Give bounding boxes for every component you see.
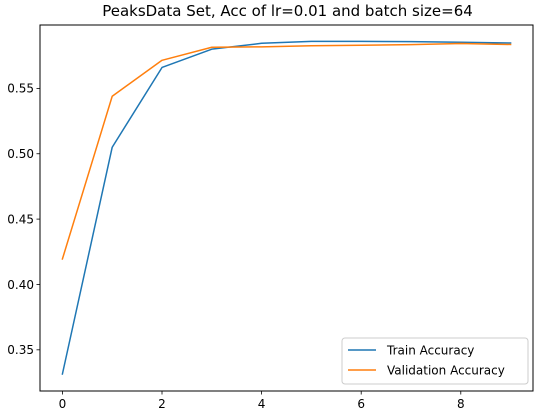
chart-title: PeaksData Set, Acc of lr=0.01 and batch … — [102, 2, 473, 20]
y-tick-label: 0.40 — [7, 278, 34, 292]
x-tick-label: 0 — [59, 397, 67, 411]
legend-label-0: Train Accuracy — [386, 343, 474, 357]
y-tick-label: 0.45 — [7, 212, 34, 226]
legend-box — [341, 337, 529, 385]
plot-area — [61, 40, 512, 375]
x-tick-label: 4 — [258, 397, 266, 411]
series-line-0 — [61, 40, 512, 375]
axes-frame — [39, 24, 534, 392]
y-tick-label: 0.55 — [7, 82, 34, 96]
y-tick-label: 0.35 — [7, 343, 34, 357]
y-tick-label: 0.50 — [7, 147, 34, 161]
x-tick-label: 8 — [457, 397, 465, 411]
x-tick-label: 2 — [158, 397, 166, 411]
legend-label-1: Validation Accuracy — [387, 363, 505, 377]
axis-ticks: 0 2 4 6 8 0.35 0.40 0.45 0.50 0.55 — [7, 82, 464, 411]
legend: Train Accuracy Validation Accuracy — [341, 337, 529, 385]
x-tick-label: 6 — [357, 397, 365, 411]
series-line-1 — [61, 42, 512, 260]
